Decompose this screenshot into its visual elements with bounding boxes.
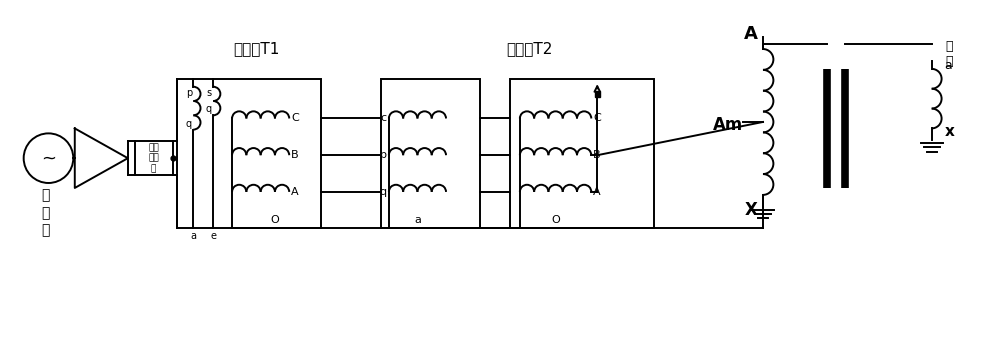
Text: q: q	[380, 187, 387, 197]
Text: x: x	[945, 124, 954, 139]
Text: X: X	[745, 201, 758, 219]
Bar	[595, 91, 600, 97]
Text: C: C	[593, 114, 601, 123]
Text: O: O	[551, 215, 560, 225]
Text: A: A	[593, 187, 601, 197]
Text: 中间变T1: 中间变T1	[234, 41, 280, 57]
Text: ~: ~	[41, 149, 56, 167]
Text: O: O	[271, 215, 279, 225]
Text: B: B	[593, 150, 601, 160]
Text: A: A	[744, 25, 758, 43]
Text: q: q	[186, 119, 192, 129]
Bar	[177, 79, 321, 228]
Text: e: e	[210, 231, 216, 241]
Text: C: C	[291, 114, 299, 123]
Text: A: A	[291, 187, 299, 197]
Text: q: q	[206, 104, 212, 114]
Text: a: a	[945, 60, 952, 72]
Text: 发
电
机: 发 电 机	[41, 188, 50, 237]
Text: p: p	[380, 150, 387, 160]
Text: p: p	[186, 88, 192, 98]
Text: 中间变T2: 中间变T2	[507, 41, 553, 57]
Text: 补偿
电抗
器: 补偿 电抗 器	[148, 143, 159, 173]
Text: c: c	[381, 114, 387, 123]
Bar	[381, 79, 480, 228]
Bar	[135, 141, 173, 175]
Text: a: a	[414, 215, 421, 225]
Bar	[510, 79, 654, 228]
Text: B: B	[291, 150, 299, 160]
Text: s: s	[207, 88, 212, 98]
Text: 试
品: 试 品	[946, 40, 953, 68]
Text: a: a	[190, 231, 196, 241]
Text: Am: Am	[713, 117, 743, 134]
